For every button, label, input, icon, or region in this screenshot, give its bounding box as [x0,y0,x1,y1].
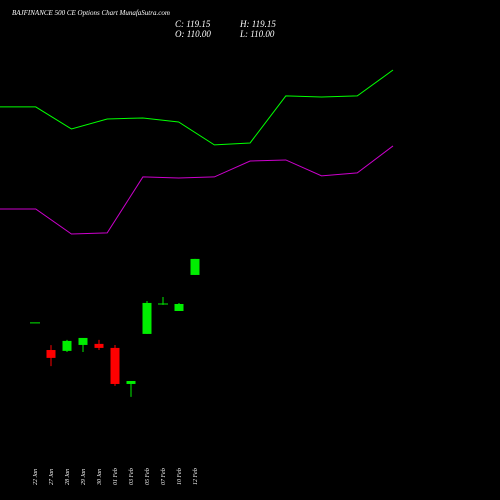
summary-close: C: 119.15 [175,19,211,29]
x-tick-label: 27 Jan [49,469,55,485]
x-tick-label: 30 Jan [97,469,103,486]
candle-body [142,302,152,334]
x-tick-label: 29 Jan [81,469,87,485]
candle-body [126,380,136,384]
candle-body [174,303,184,311]
candle-body [62,340,72,351]
summary-open: O: 110.00 [175,29,211,39]
candle-body [94,343,104,348]
summary-high: H: 119.15 [239,19,276,29]
x-tick-label: 22 Jan [33,469,39,485]
x-tick-label: 05 Feb [145,468,151,485]
candle-body [190,258,200,275]
summary-low: L: 110.00 [239,29,275,39]
candle-body [110,347,120,384]
x-tick-label: 01 Feb [113,468,119,485]
candle-body [78,337,88,345]
x-tick-label: 28 Jan [65,469,71,485]
x-tick-label: 12 Feb [193,468,199,485]
x-tick-label: 03 Feb [129,468,135,485]
candle-body [46,350,56,358]
x-tick-label: 10 Feb [177,468,183,485]
indicator-line [0,69,394,146]
x-tick-label: 07 Feb [161,468,167,485]
indicator-line [0,145,394,235]
chart-title: BAJFINANCE 500 CE Options Chart MunafaSu… [12,9,170,17]
